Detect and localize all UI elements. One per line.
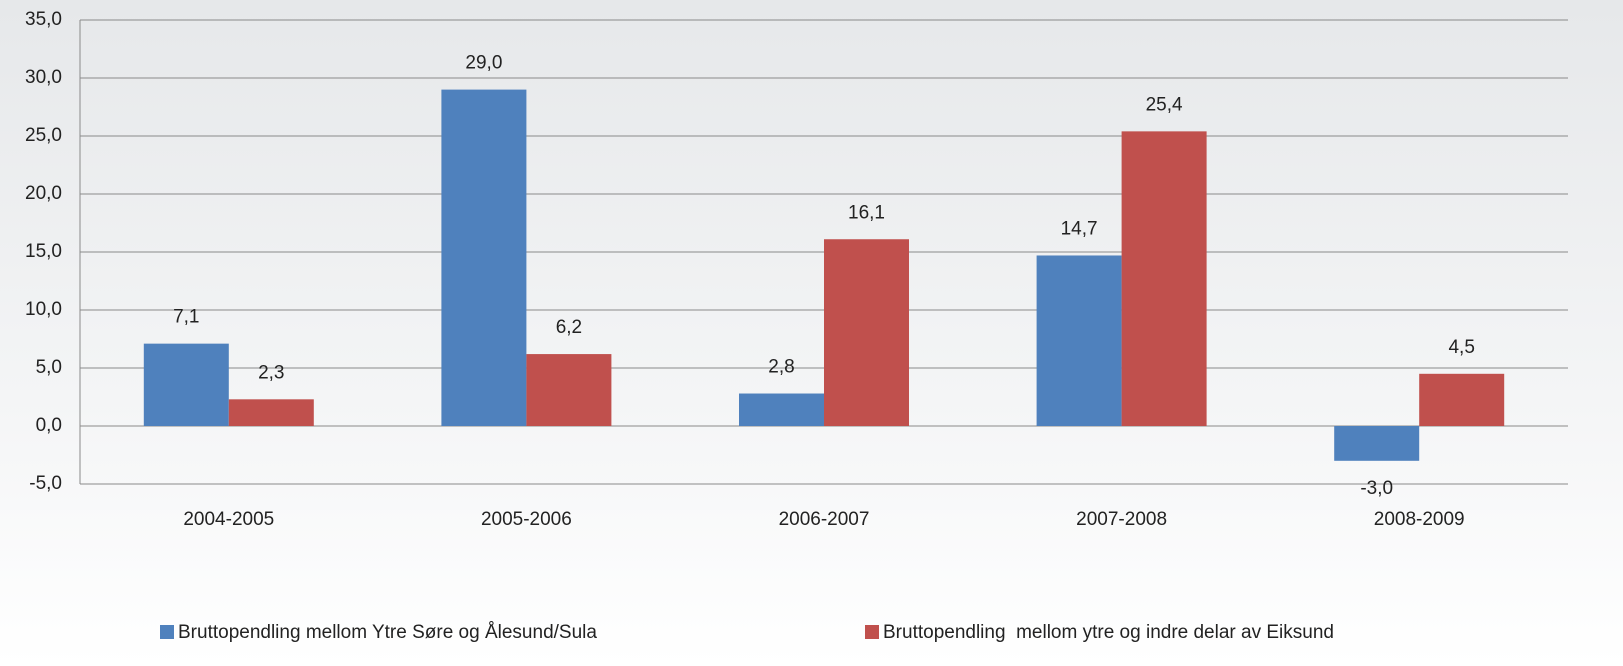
bar (1419, 373, 1505, 426)
bar (526, 354, 612, 426)
legend-swatch (160, 625, 174, 639)
y-tick-label: 30,0 (25, 67, 62, 88)
data-label: -3,0 (1360, 478, 1393, 499)
data-label: 2,3 (258, 362, 284, 383)
y-tick-label: 5,0 (36, 357, 62, 378)
bar (1334, 426, 1420, 461)
y-tick-label: -5,0 (29, 473, 62, 494)
legend-swatch (865, 625, 879, 639)
bar (739, 393, 824, 426)
x-tick-label: 2005-2006 (481, 509, 572, 530)
x-tick-label: 2007-2008 (1076, 509, 1167, 530)
y-tick-label: 20,0 (25, 183, 62, 204)
bar (143, 343, 229, 426)
bar (1036, 255, 1122, 426)
data-label: 16,1 (848, 202, 885, 223)
x-tick-label: 2006-2007 (779, 509, 870, 530)
data-label: 29,0 (465, 53, 502, 74)
bar (824, 239, 909, 426)
data-label: 2,8 (768, 357, 794, 378)
bar (441, 89, 527, 426)
data-label: 4,5 (1448, 337, 1474, 358)
legend-label: Bruttopendling mellom Ytre Søre og Ålesu… (178, 622, 597, 643)
data-label: 7,1 (173, 307, 199, 328)
bar (228, 399, 314, 426)
x-tick-label: 2008-2009 (1374, 509, 1465, 530)
y-tick-label: 0,0 (36, 415, 62, 436)
data-label: 6,2 (556, 317, 582, 338)
y-tick-label: 15,0 (25, 241, 62, 262)
y-tick-label: 35,0 (25, 9, 62, 30)
y-tick-label: 10,0 (25, 299, 62, 320)
data-label: 14,7 (1061, 218, 1098, 239)
y-tick-label: 25,0 (25, 125, 62, 146)
x-tick-label: 2004-2005 (183, 509, 274, 530)
legend-label: Bruttopendling mellom ytre og indre dela… (883, 622, 1334, 643)
data-label: 25,4 (1146, 94, 1183, 115)
bar (1121, 131, 1207, 427)
